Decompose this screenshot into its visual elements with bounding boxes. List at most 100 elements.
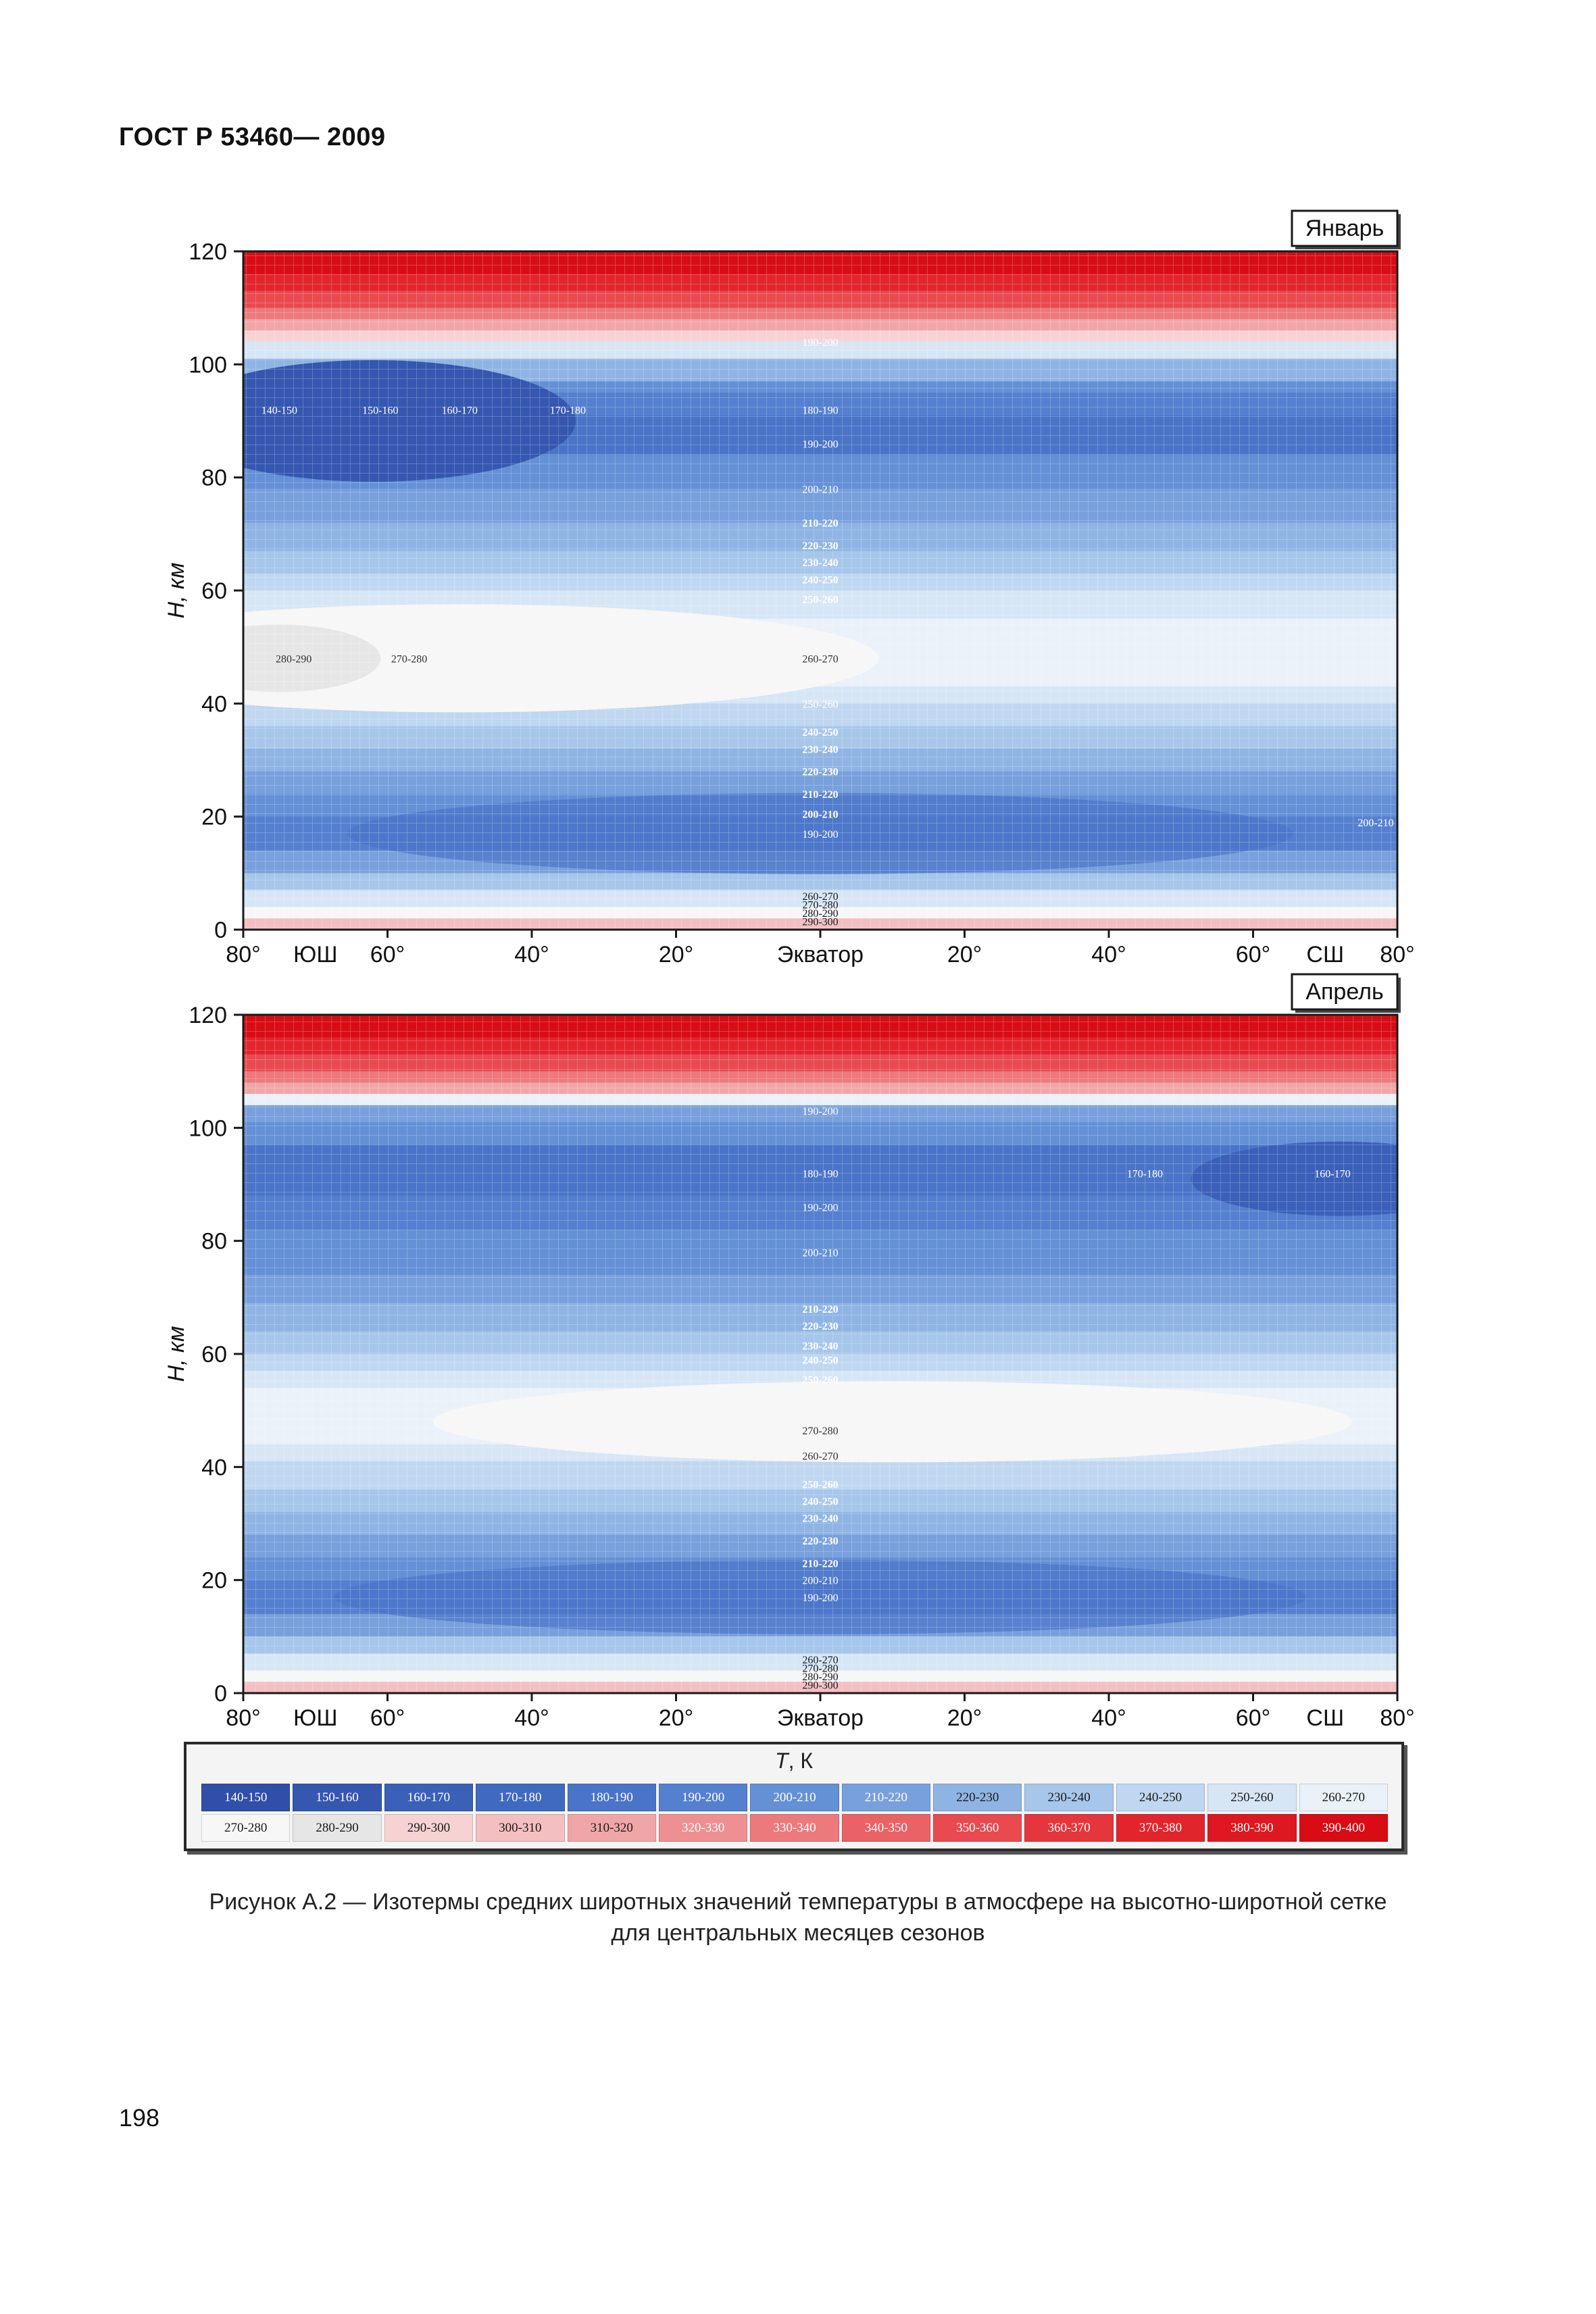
figure-caption: Рисунок А.2 — Изотермы средних широтных … (101, 1886, 1495, 1948)
january-y-tick-label: 20 (201, 805, 227, 830)
april-title: Апрель (1305, 979, 1383, 1005)
april-isotherm-label: 250-260 (802, 1479, 838, 1490)
legend-swatch-260-270: 260-270 (1299, 1784, 1388, 1811)
january-isotherm-label: 240-250 (802, 727, 838, 738)
legend-swatch-220-230: 220-230 (933, 1784, 1022, 1811)
january-isotherm-label: 170-180 (550, 405, 586, 416)
legend-swatch-310-320: 310-320 (567, 1814, 656, 1842)
legend-swatch-350-360: 350-360 (933, 1814, 1022, 1842)
april-y-tick-label: 0 (214, 1681, 227, 1707)
january-isotherm-label: 200-210 (1357, 818, 1393, 829)
january-x-tick-label: 60° (1236, 942, 1270, 967)
legend-swatch-140-150: 140-150 (201, 1784, 291, 1811)
january-x-tick-label: 80° (226, 942, 260, 967)
april-x-tick-label: 40° (514, 1705, 549, 1730)
april-x-tick-label: 80° (226, 1705, 260, 1730)
april-isotherm-label: 220-230 (802, 1321, 838, 1332)
charts-canvas: 0 20 40 60 80 100 120 H, км 80° 60° 40° 20° Экватор 2… (164, 209, 1415, 1730)
january-isotherm-label: 220-230 (802, 767, 838, 778)
april-x-tick-label: 60° (370, 1705, 405, 1730)
january-x-tick-label: 60° (370, 942, 405, 967)
legend-title-unit: , К (788, 1749, 813, 1773)
january-title: Январь (1305, 216, 1385, 241)
april-plot-area (243, 1015, 1397, 1693)
april-isotherm-label: 270-280 (802, 1426, 838, 1437)
legend-swatch-250-260: 250-260 (1207, 1784, 1297, 1811)
january-hemisphere-label: ЮШ (293, 942, 338, 967)
legend-title: T, К (186, 1749, 1401, 1774)
april-x-tick-label: 60° (1236, 1705, 1270, 1730)
april-isotherm-label: 290-300 (802, 1680, 838, 1691)
april-isotherm-label: 190-200 (802, 1202, 838, 1213)
april-isotherm-label: 230-240 (802, 1513, 838, 1525)
legend-swatch-320-330: 320-330 (658, 1814, 748, 1842)
april-isotherm-label: 230-240 (802, 1340, 838, 1352)
legend-swatch-340-350: 340-350 (841, 1814, 931, 1842)
legend-swatch-300-310: 300-310 (476, 1814, 565, 1842)
january-y-tick-label: 0 (214, 917, 227, 943)
legend-title-variable: T (775, 1749, 789, 1773)
april-isotherm-label: 190-200 (802, 1592, 838, 1604)
legend-swatch-290-300: 290-300 (384, 1814, 474, 1842)
april-x-tick-label: 80° (1380, 1705, 1414, 1730)
january-isotherm-label: 210-220 (802, 518, 838, 530)
january-isotherm-label: 280-290 (802, 908, 838, 920)
january-isotherm-label: 140-150 (261, 405, 297, 416)
january-y-tick-label: 80 (201, 466, 227, 491)
january-x-tick-label: 20° (947, 942, 982, 967)
january-isotherm-label: 270-280 (802, 899, 838, 911)
april-hemisphere-label: ЮШ (293, 1705, 338, 1730)
april-isotherm-label: 260-270 (802, 1451, 838, 1463)
april-isotherm-label: 240-250 (802, 1355, 838, 1366)
april-isotherm-label: 250-260 (802, 1375, 838, 1386)
april-y-tick-label: 20 (201, 1568, 227, 1594)
legend-swatch-230-240: 230-240 (1024, 1784, 1114, 1811)
april-isotherm-label: 280-290 (802, 1671, 838, 1683)
april-y-tick-label: 120 (189, 1003, 227, 1028)
page-number: 198 (119, 2104, 160, 2132)
january-isotherm-label: 290-300 (802, 916, 838, 928)
january-title-box (1291, 209, 1399, 247)
april-isotherm-label: 190-200 (802, 1106, 838, 1117)
january-y-tick-label: 40 (201, 691, 227, 717)
legend-grid: 140-150 150-160 160-170 170-180 180-190 190-2… (201, 1784, 1388, 1842)
january-isotherm-label: 150-160 (362, 405, 398, 416)
legend-swatch-200-210: 200-210 (750, 1784, 839, 1811)
january-x-tick-label: 40° (514, 942, 549, 967)
april-isotherm-label: 170-180 (1127, 1168, 1163, 1180)
april-grid-texture (243, 1015, 1397, 1693)
january-isotherm-label: 220-230 (802, 540, 838, 552)
january-isotherm-label: 230-240 (802, 744, 838, 755)
january-y-tick-label: 120 (189, 239, 227, 265)
january-x-tick-label: 80° (1380, 942, 1414, 967)
legend-swatch-380-390: 380-390 (1207, 1814, 1297, 1842)
april-y-tick-label: 40 (201, 1455, 227, 1480)
april-x-tick-label: 20° (947, 1705, 982, 1730)
legend-swatch-370-380: 370-380 (1116, 1814, 1205, 1842)
legend-swatch-190-200: 190-200 (658, 1784, 748, 1811)
april-title-box (1291, 973, 1399, 1011)
january-isotherm-label: 190-200 (802, 829, 838, 840)
legend-swatch-280-290: 280-290 (293, 1814, 382, 1842)
january-isotherm-label: 240-250 (802, 574, 838, 586)
january-hemisphere-label: СШ (1306, 942, 1344, 967)
january-isotherm-label: 180-190 (802, 405, 838, 416)
january-y-tick-label: 100 (189, 352, 227, 378)
january-y-axis-label: H, км (164, 563, 189, 619)
january-isotherm-label: 200-210 (802, 809, 838, 820)
document-header: ГОСТ Р 53460— 2009 (119, 123, 386, 151)
legend-swatch-360-370: 360-370 (1024, 1814, 1114, 1842)
legend-swatch-270-280: 270-280 (201, 1814, 291, 1842)
caption-line-1: Рисунок А.2 — Изотермы средних широтных … (209, 1889, 1387, 1915)
april-isotherm-label: 270-280 (802, 1663, 838, 1674)
january-plot-area (243, 251, 1397, 930)
january-isotherm-label: 190-200 (802, 438, 838, 450)
january-isotherm-label: 200-210 (802, 484, 838, 495)
temperature-legend: T, К 140-150 150-160 160-170 170-180 180-190… (184, 1742, 1404, 1851)
april-isotherm-label: 200-210 (802, 1247, 838, 1259)
caption-line-2: для центральных месяцев сезонов (611, 1920, 985, 1946)
april-x-tick-label: Экватор (777, 1705, 864, 1730)
legend-swatch-330-340: 330-340 (750, 1814, 839, 1842)
april-y-axis-label: H, км (164, 1326, 189, 1382)
january-grid-texture (243, 251, 1397, 930)
